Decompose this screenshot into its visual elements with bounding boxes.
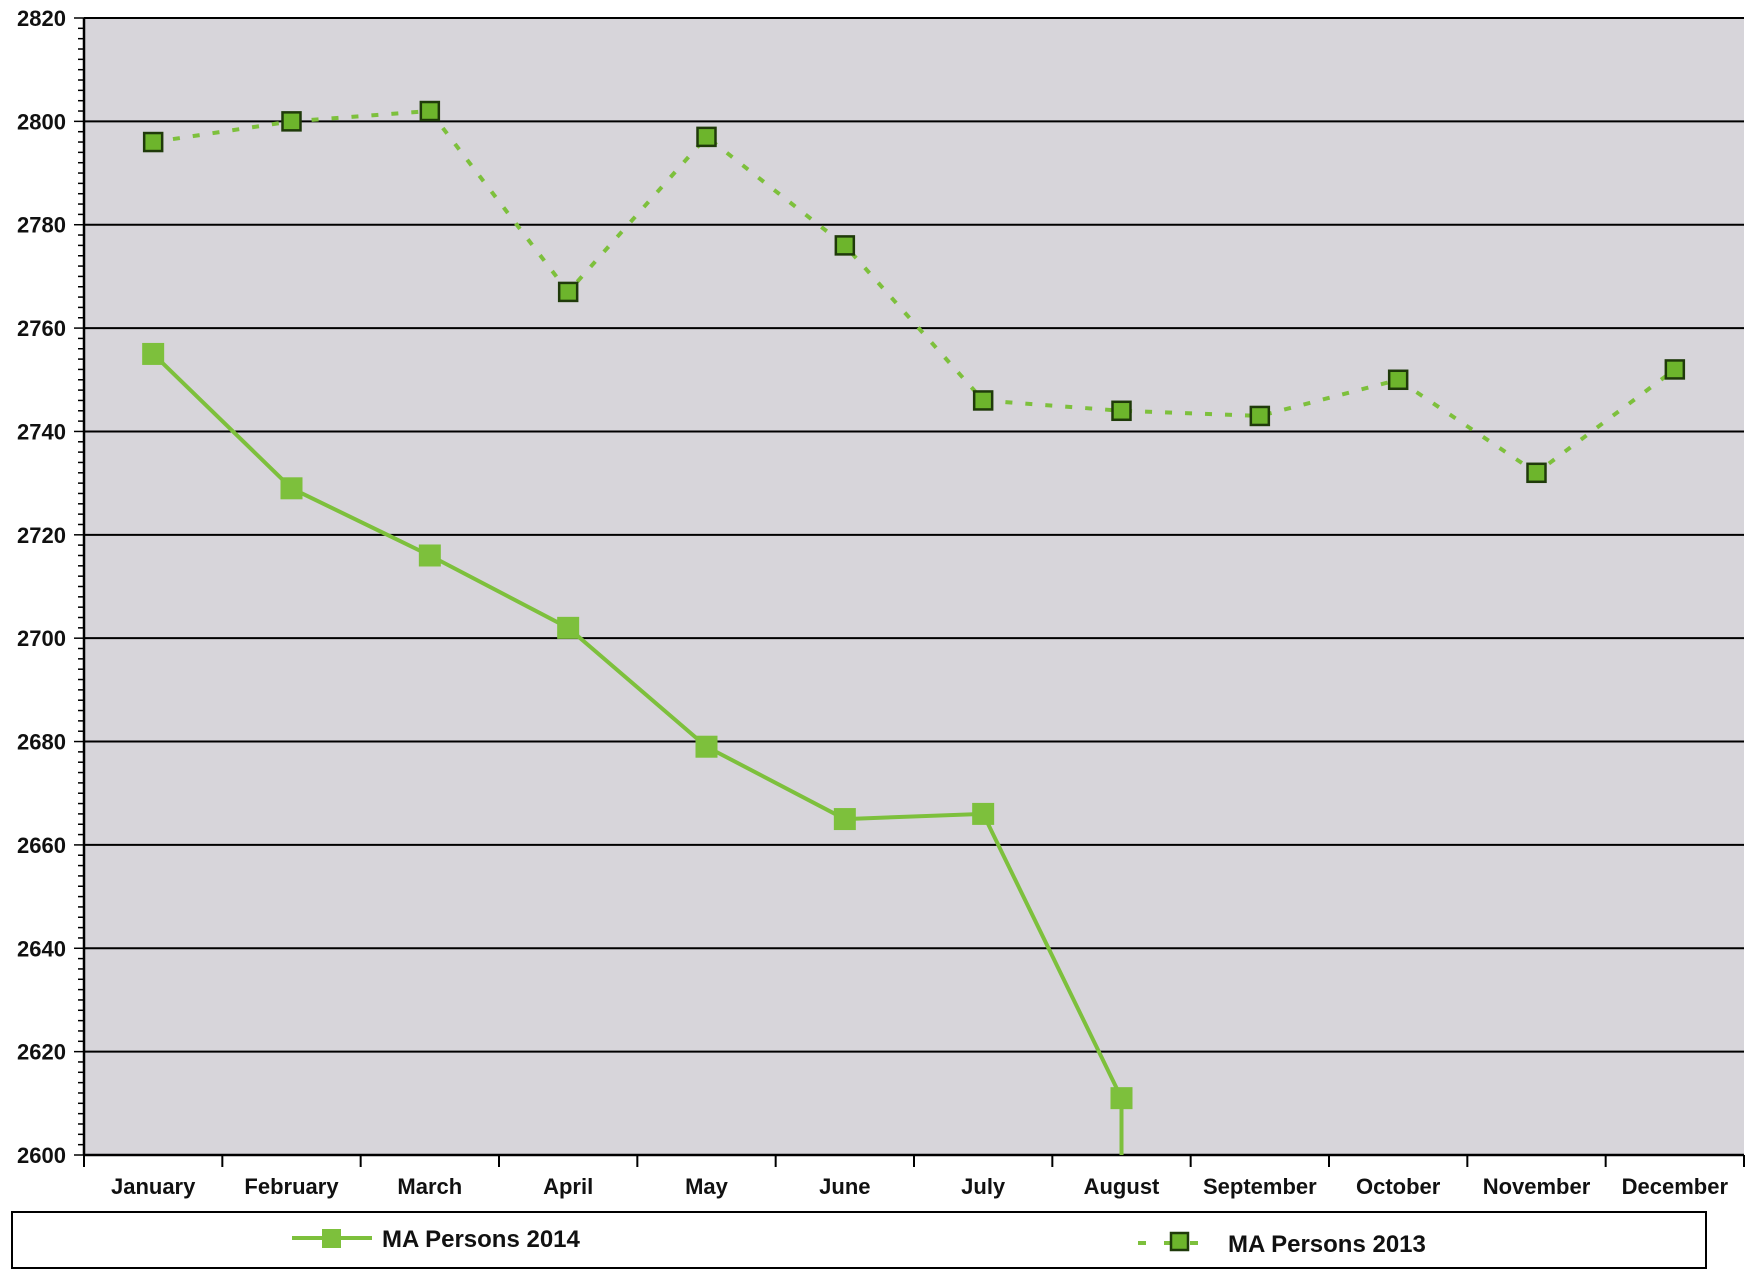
- point-2013-may: [696, 126, 717, 148]
- y-tick-label-2800: 2800: [17, 109, 66, 134]
- x-tick-label-january: January: [111, 1174, 196, 1199]
- point-2014-june: [833, 808, 856, 831]
- point-2013-march: [419, 100, 441, 122]
- x-tick-label-april: April: [543, 1174, 593, 1199]
- x-tick-label-july: July: [961, 1174, 1006, 1199]
- point-2014-august: [1110, 1087, 1133, 1110]
- point-2014-july: [972, 802, 995, 825]
- y-tick-label-2780: 2780: [17, 213, 66, 238]
- legend-marker-2013: [1169, 1231, 1190, 1252]
- y-tick-label-2700: 2700: [17, 626, 66, 651]
- x-tick-label-march: March: [397, 1174, 462, 1199]
- y-tick-label-2600: 2600: [17, 1143, 66, 1168]
- legend-label-2014: MA Persons 2014: [382, 1226, 581, 1253]
- series-line-2013: [152, 108, 1677, 476]
- point-2013-august: [1111, 400, 1132, 422]
- axes: [74, 17, 1745, 1167]
- y-tick-label-2760: 2760: [17, 316, 66, 341]
- gridlines: [84, 17, 1744, 1053]
- plot-background: [84, 18, 1744, 1155]
- x-tick-label-december: December: [1622, 1174, 1729, 1199]
- point-2014-january: [142, 342, 165, 365]
- legend-item-2014: MA Persons 2014: [292, 1226, 581, 1253]
- point-2014-february: [280, 477, 303, 500]
- legend-item-2013: MA Persons 2013: [1138, 1231, 1426, 1258]
- y-tick-label-2660: 2660: [17, 833, 66, 858]
- point-2013-july: [972, 390, 994, 411]
- point-2013-january: [142, 131, 164, 153]
- point-2014-march: [418, 544, 441, 567]
- y-tick-label-2740: 2740: [17, 419, 66, 444]
- y-tick-label-2680: 2680: [17, 730, 66, 755]
- y-tick-label-2620: 2620: [17, 1040, 66, 1065]
- x-tick-label-february: February: [244, 1174, 339, 1199]
- x-tick-label-august: August: [1084, 1174, 1160, 1199]
- point-2013-november: [1526, 462, 1547, 484]
- series-layer: [142, 100, 1686, 1155]
- legend-label-2013: MA Persons 2013: [1228, 1231, 1426, 1258]
- y-tick-label-2720: 2720: [17, 523, 66, 548]
- point-2014-may: [695, 735, 718, 758]
- x-tick-label-june: June: [819, 1174, 870, 1199]
- x-tick-label-may: May: [685, 1174, 729, 1199]
- legend-box: [11, 1211, 1707, 1269]
- y-axis-tick-labels: 2600 2620 2640 2660 2680 2700 2720 2740 2760 2780…: [17, 6, 66, 1168]
- point-2013-february: [281, 111, 302, 132]
- x-tick-label-september: September: [1203, 1174, 1317, 1199]
- y-tick-label-2640: 2640: [17, 936, 66, 961]
- legend-marker-2014: [322, 1229, 341, 1248]
- point-2013-september: [1249, 405, 1271, 427]
- x-axis-tick-labels: January February March April May June July Augu…: [111, 1174, 1728, 1199]
- point-2013-april: [557, 281, 579, 303]
- x-tick-label-november: November: [1483, 1174, 1591, 1199]
- point-2013-june: [834, 235, 856, 256]
- point-2013-december: [1664, 359, 1686, 380]
- point-2013-october: [1387, 369, 1409, 391]
- point-2014-april: [557, 616, 580, 639]
- legend: MA Persons 2014 MA Persons 2013: [11, 1211, 1707, 1269]
- y-tick-label-2820: 2820: [17, 6, 66, 31]
- x-tick-label-october: October: [1356, 1174, 1441, 1199]
